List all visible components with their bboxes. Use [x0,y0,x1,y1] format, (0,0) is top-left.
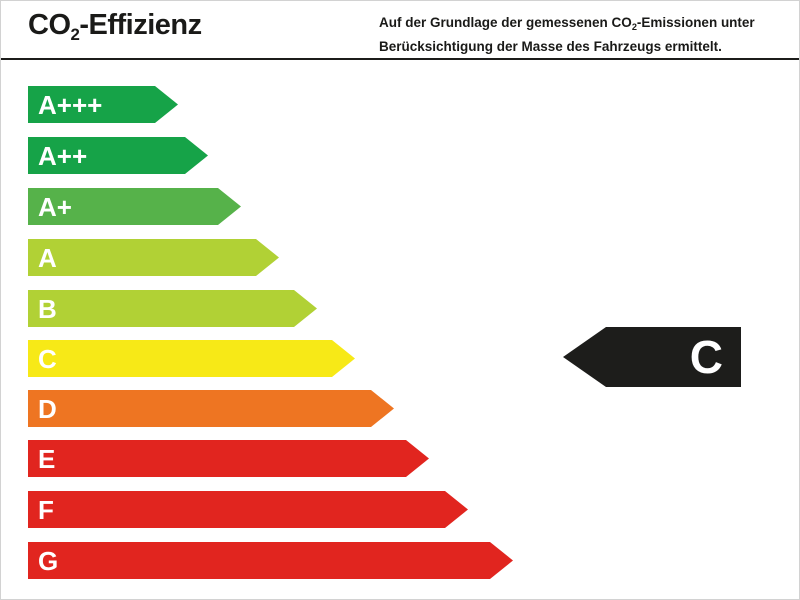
efficiency-bar-label: A+++ [38,89,103,120]
page-title: CO2-Effizienz [28,9,202,45]
efficiency-bar: A+ [28,188,241,225]
description-line1-pre: Auf der Grundlage der gemessenen CO [379,15,632,30]
title-text-pre: CO [28,9,71,41]
efficiency-bar-label: F [38,494,54,525]
efficiency-bar: A+++ [28,86,178,123]
efficiency-bar: F [28,491,468,528]
efficiency-bar: B [28,290,317,327]
efficiency-bar: D [28,390,394,427]
title-subscript: 2 [70,24,80,44]
efficiency-bar: C [28,340,355,377]
efficiency-bar-label: A++ [38,140,88,171]
efficiency-bar: E [28,440,429,477]
description-line1-post: -Emissionen unter [636,15,755,30]
header-divider [1,58,799,60]
efficiency-bar-label: E [38,443,56,474]
title-text-post: -Effizienz [79,9,202,41]
efficiency-bar-label: A [38,242,57,273]
efficiency-bar-label: C [38,343,57,374]
efficiency-bar: A [28,239,279,276]
efficiency-bar-label: D [38,393,57,424]
description-line2: Berücksichtigung der Masse des Fahrzeugs… [379,38,722,54]
efficiency-bar-label: A+ [38,191,72,222]
efficiency-bar-label: B [38,293,57,324]
header-description: Auf der Grundlage der gemessenen CO2-Emi… [379,13,779,56]
description-subscript: 2 [631,21,637,32]
efficiency-bar: A++ [28,137,208,174]
rating-arrow-icon: C [563,327,741,387]
efficiency-bar: G [28,542,513,579]
rating-letter: C [689,331,723,383]
efficiency-bar-label: G [38,545,59,576]
